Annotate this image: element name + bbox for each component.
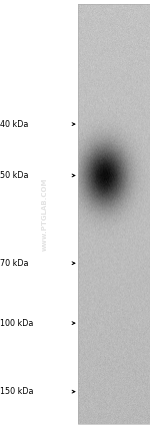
Text: 40 kDa: 40 kDa xyxy=(0,119,28,129)
Text: 70 kDa: 70 kDa xyxy=(0,259,28,268)
Bar xyxy=(78,4,150,424)
Text: 150 kDa: 150 kDa xyxy=(0,387,33,396)
Text: www.PTGLAB.COM: www.PTGLAB.COM xyxy=(42,177,48,251)
Text: 100 kDa: 100 kDa xyxy=(0,318,33,328)
Text: 50 kDa: 50 kDa xyxy=(0,171,28,180)
